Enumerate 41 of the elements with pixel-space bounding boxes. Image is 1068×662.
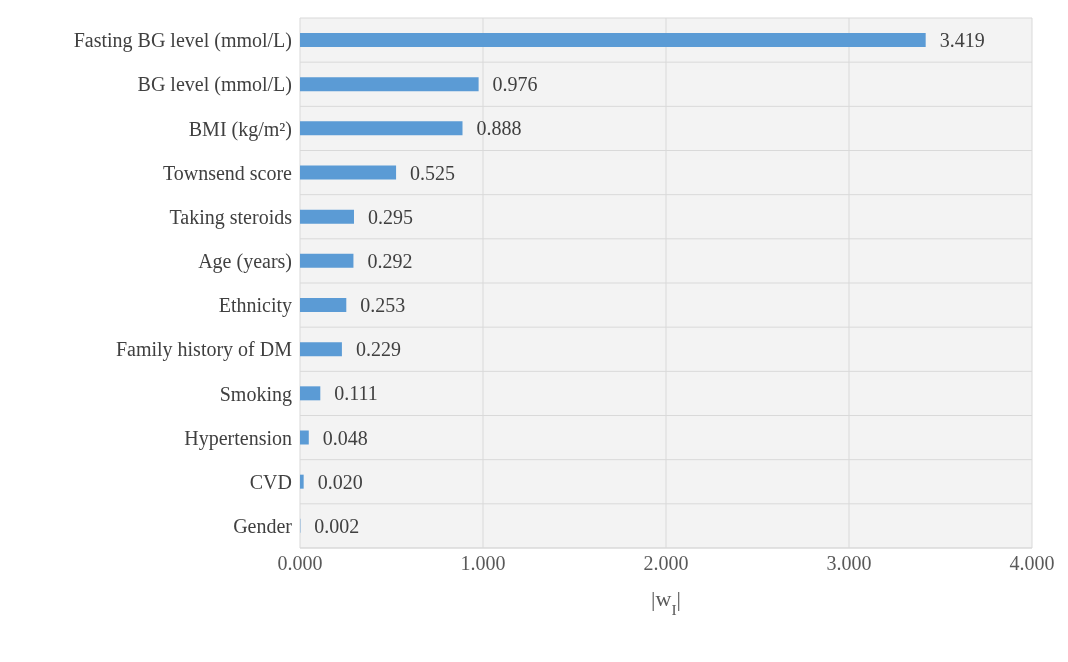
- bar: [300, 77, 479, 92]
- y-tick-label: Ethnicity: [218, 294, 292, 318]
- x-tick-label: 3.000: [826, 552, 872, 575]
- y-tick-label: Smoking: [219, 382, 292, 406]
- data-label: 0.292: [367, 249, 413, 272]
- x-tick-label: 0.000: [277, 552, 323, 575]
- bar: [300, 253, 354, 268]
- data-label: 3.419: [939, 29, 985, 51]
- bar: [300, 386, 321, 401]
- y-tick-label: Fasting BG level (mmol/L): [73, 29, 292, 53]
- y-tick-label: Hypertension: [184, 426, 292, 450]
- bar: [300, 342, 342, 357]
- data-label: 0.525: [410, 161, 456, 184]
- y-tick-label: Family history of DM: [115, 338, 293, 362]
- bar: [300, 474, 304, 489]
- bar: [300, 298, 347, 312]
- y-tick-label: Taking steroids: [169, 205, 293, 229]
- y-tick-label: BG level (mmol/L): [137, 73, 292, 97]
- x-tick-label: 1.000: [460, 552, 506, 575]
- x-axis-title: |w$_{I}$|: [651, 586, 681, 618]
- data-label: 0.253: [360, 294, 406, 316]
- bar: [300, 121, 463, 136]
- bar: [300, 430, 309, 445]
- data-label: 0.976: [492, 73, 538, 96]
- bar: [300, 209, 354, 224]
- data-label: 0.111: [334, 382, 378, 405]
- bar: [300, 165, 397, 180]
- y-tick-label: CVD: [249, 470, 292, 493]
- data-label: 0.020: [317, 470, 363, 493]
- data-label: 0.002: [314, 514, 360, 537]
- bar: [300, 33, 926, 47]
- x-tick-label: 2.000: [643, 552, 689, 575]
- y-tick-label: Gender: [233, 515, 293, 538]
- y-tick-label: Townsend score: [162, 161, 293, 184]
- y-tick-label: Age (years): [198, 250, 292, 274]
- data-label: 0.888: [476, 117, 522, 140]
- x-tick-label: 4.000: [1009, 552, 1055, 575]
- data-label: 0.229: [355, 338, 401, 361]
- y-tick-label: BMI (kg/m²): [188, 117, 292, 141]
- data-label: 0.295: [367, 205, 413, 228]
- data-label: 0.048: [322, 426, 368, 449]
